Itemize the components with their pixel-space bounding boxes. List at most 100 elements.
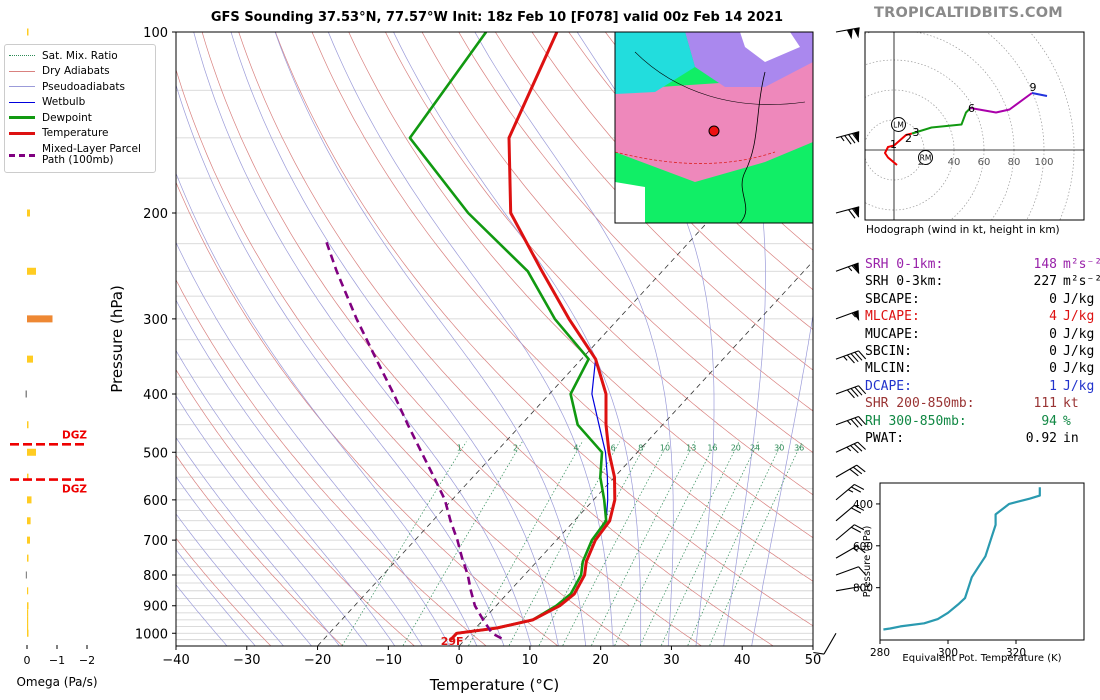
hodograph-caption: Hodograph (wind in kt, height in km)	[866, 224, 1060, 236]
x-tick-label: −20	[304, 653, 331, 668]
hodo-height-label: 1	[890, 138, 897, 151]
barb-full	[854, 417, 863, 427]
barb-half	[859, 586, 863, 592]
param-row: MLCAPE: 4 J/kg	[865, 308, 1100, 325]
mixing-ratio-line	[467, 441, 583, 646]
param-row: MLCIN: 0 J/kg	[865, 360, 1100, 377]
param-unit: %	[1063, 413, 1071, 429]
hodograph: 2040608010012369LMRM	[865, 32, 1084, 220]
dry-adiabat	[176, 68, 631, 646]
legend-item: Mixed-Layer Parcel Path (100mb)	[9, 141, 153, 169]
chart-title: GFS Sounding 37.53°N, 77.57°W Init: 18z …	[210, 10, 784, 25]
omega-bar	[27, 267, 36, 275]
dry-adiabat	[275, 32, 813, 627]
legend-label: Dewpoint	[42, 111, 92, 124]
pseudoadiabat	[176, 513, 285, 646]
pseudoadiabat	[230, 32, 559, 646]
hodo-trace	[970, 92, 1033, 114]
y-tick-label: 200	[143, 207, 168, 222]
omega-bar	[27, 609, 29, 617]
surface-temp-label: 29F	[441, 635, 464, 648]
temperature-line	[449, 32, 617, 641]
wind-barb	[835, 441, 866, 454]
param-val: 0	[1049, 361, 1057, 377]
param-label: SRH 0-1km:	[865, 257, 944, 272]
dgz-label: DGZ	[62, 429, 87, 441]
barb-half	[847, 266, 853, 272]
barb-full	[854, 386, 863, 396]
param-val: 227	[1033, 274, 1057, 290]
hodo-trace	[884, 144, 898, 166]
param-label: RH 300-850mb:	[865, 413, 967, 429]
wind-barb	[813, 632, 837, 655]
legend-swatch	[9, 86, 35, 88]
param-unit: J/kg	[1063, 378, 1095, 394]
dry-adiabat	[238, 32, 774, 646]
barb-full	[858, 385, 867, 395]
legend-item: Dewpoint	[9, 110, 153, 126]
skewt-frame	[175, 31, 814, 647]
map-isobar	[634, 51, 806, 105]
barb-shaft	[835, 416, 859, 426]
y-tick-label: 300	[143, 313, 168, 328]
barb-shaft	[835, 27, 860, 33]
wind-barb	[835, 524, 865, 541]
theta-e-x-tick-label: 320	[1006, 647, 1026, 659]
param-label: MLCIN:	[865, 361, 912, 377]
dry-adiabat	[176, 454, 344, 646]
hodo-ring-label: 40	[948, 157, 961, 168]
pseudoadiabat	[176, 349, 396, 646]
hodo-ring-label: 100	[1034, 157, 1053, 168]
barb-full	[850, 418, 859, 428]
pseudoadiabat	[176, 549, 256, 646]
map-coastline	[739, 71, 766, 224]
omega-bar	[25, 390, 27, 398]
pseudoadiabat	[176, 584, 228, 646]
omega-bar	[27, 28, 29, 36]
param-row: RH 300-850mb: 94%	[865, 413, 1100, 430]
param-label: MUCAPE:	[865, 326, 920, 342]
mixing-ratio-label: 1	[457, 443, 462, 452]
wind-barb	[835, 262, 860, 274]
param-val: 0	[1049, 291, 1057, 307]
omega-bar	[27, 554, 29, 562]
barb-full	[851, 507, 862, 514]
legend-swatch	[9, 101, 35, 103]
param-label: DCAPE:	[865, 378, 912, 394]
mixing-ratio-line	[687, 441, 783, 646]
param-row: DCAPE: 1 J/kg	[865, 378, 1100, 395]
barb-full	[848, 134, 856, 144]
barb-flag	[853, 206, 860, 218]
dry-adiabat	[176, 537, 272, 646]
map-isotherm	[614, 151, 776, 164]
pseudoadiabat	[327, 32, 614, 646]
barb-shaft	[835, 545, 858, 559]
map-cyan-area	[615, 32, 695, 94]
barb-full	[857, 441, 866, 450]
legend: Sat. Mix. Ratio Dry Adiabats Pseudoadiabat…	[4, 44, 156, 173]
legend-swatch	[9, 116, 35, 120]
mixing-ratio-line	[660, 441, 759, 646]
omega-x-axis-label: Omega (Pa/s)	[16, 675, 97, 689]
wind-barb	[835, 385, 867, 399]
x-tick-label: −40	[162, 653, 189, 668]
mixing-ratio-line	[639, 441, 740, 646]
barb-full	[854, 483, 865, 491]
legend-swatch	[9, 131, 35, 135]
barb-full	[844, 135, 852, 145]
wind-barb	[835, 504, 865, 522]
theta-e-x-axis-label: Equivalent Pot. Temperature (K)	[902, 653, 1061, 664]
param-unit: J/kg	[1063, 309, 1095, 325]
hodo-ring-label: 80	[1008, 157, 1021, 168]
wind-barb	[835, 586, 863, 592]
param-val: 1	[1049, 378, 1057, 394]
legend-label: Pseudoadiabats	[42, 80, 125, 93]
storm-motion-label: RM	[920, 154, 932, 163]
param-val: 0	[1049, 326, 1057, 342]
y-tick-label: 400	[143, 388, 168, 403]
x-axis-label: Temperature (°C)	[429, 676, 559, 694]
dgz-label: DGZ	[62, 484, 87, 496]
param-label: MLCAPE:	[865, 309, 920, 325]
skewt-plot-area: 1 2 4 6 8 10 13 16 20 24 30 36	[176, 32, 813, 646]
